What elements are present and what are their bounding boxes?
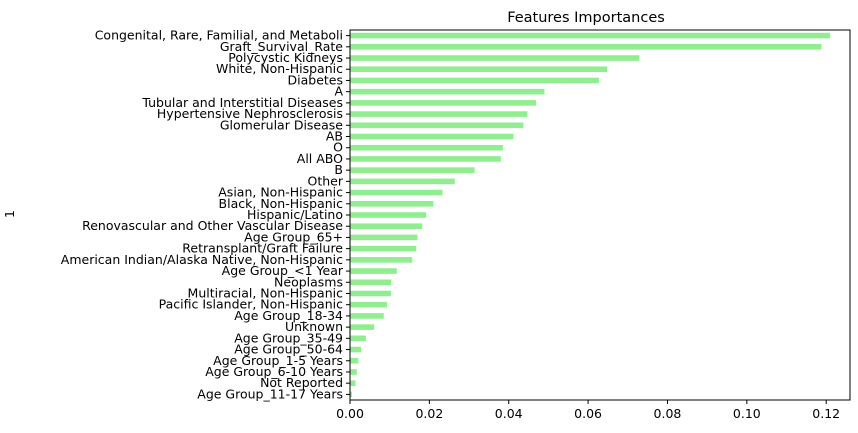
category-label: Multiracial, Non-Hispanic — [188, 285, 344, 300]
x-tick-label: 0.02 — [415, 406, 443, 421]
bar — [350, 357, 359, 364]
category-label: A — [334, 84, 343, 99]
bar — [350, 313, 384, 319]
category-label: All ABO — [297, 151, 343, 166]
plot-frame — [349, 29, 851, 401]
bar — [350, 268, 397, 274]
category-label: Graft_Survival_Rate — [220, 39, 343, 54]
category-label: Age Group_6-10 Years — [205, 364, 343, 379]
category-label: Not Reported — [260, 375, 343, 390]
bar — [350, 144, 503, 151]
bar — [350, 324, 375, 330]
bar — [350, 223, 423, 230]
bars-group — [350, 32, 831, 398]
bar — [350, 32, 831, 39]
bar — [350, 257, 413, 263]
category-label: Glomerular Disease — [220, 117, 343, 132]
x-tick-label: 0.04 — [495, 406, 523, 421]
bar — [350, 335, 366, 342]
category-label: Hispanic/Latino — [247, 207, 343, 222]
category-label: Renovascular and Other Vascular Disease — [82, 218, 343, 233]
category-labels: Congenital, Rare, Familial, and Metaboli… — [61, 28, 350, 401]
category-label: Asian, Non-Hispanic — [218, 185, 343, 200]
x-tick-label: 0.12 — [812, 406, 840, 421]
x-axis: 0.00 0.02 0.04 0.06 0.08 0.10 0.12 — [336, 400, 840, 421]
bar — [350, 380, 356, 386]
category-label: Age Group_18-34 — [234, 308, 343, 323]
category-label: Hypertensive Nephrosclerosis — [157, 106, 343, 121]
bar — [350, 200, 434, 207]
category-label: Diabetes — [288, 72, 344, 87]
category-label: Age Group_50-64 — [234, 342, 343, 357]
bar — [350, 391, 352, 398]
category-label: Tubular and Interstitial Diseases — [141, 95, 343, 110]
category-label: Unknown — [285, 319, 343, 334]
bar — [350, 212, 427, 218]
bar — [350, 66, 608, 73]
category-label: Age Group_1-5 Years — [213, 353, 343, 368]
bar — [350, 133, 514, 140]
x-tick-label: 0.08 — [654, 406, 682, 421]
bar — [350, 167, 475, 173]
x-tick-label: 0.06 — [574, 406, 602, 421]
x-tick-label: 0.10 — [733, 406, 761, 421]
category-label: O — [333, 140, 343, 155]
category-label: Other — [308, 173, 344, 188]
bar — [350, 290, 391, 297]
bar — [350, 301, 387, 308]
bar — [350, 279, 392, 286]
y-axis-label: 1 — [2, 210, 17, 218]
bar — [350, 346, 362, 353]
category-label: Age Group_<1 Year — [222, 263, 344, 278]
category-label: Congenital, Rare, Familial, and Metaboli — [95, 28, 343, 43]
bar — [350, 88, 545, 95]
bar — [350, 178, 455, 185]
category-label: American Indian/Alaska Native, Non-Hispa… — [61, 252, 343, 267]
bar — [350, 100, 537, 106]
category-label: Polycystic Kidneys — [228, 50, 343, 65]
bar — [350, 245, 417, 252]
bar — [350, 369, 357, 375]
category-label: Retransplant/Graft Failure — [182, 241, 343, 256]
category-label: Age Group_11-17 Years — [197, 386, 343, 401]
category-label: Age Group_35-49 — [234, 330, 343, 345]
category-label: Age Group_65+ — [244, 229, 343, 244]
bar — [350, 189, 443, 196]
chart-title: Features Importances — [507, 10, 665, 26]
bar — [350, 111, 528, 117]
bar — [350, 44, 822, 50]
bar — [350, 234, 418, 241]
bar — [350, 156, 501, 162]
category-label: AB — [326, 129, 343, 144]
x-tick-label: 0.00 — [336, 406, 364, 421]
category-label: White, Non-Hispanic — [216, 61, 343, 76]
category-label: Pacific Islander, Non-Hispanic — [159, 297, 343, 312]
bar — [350, 77, 599, 84]
category-label: B — [334, 162, 343, 177]
bar — [350, 55, 640, 61]
category-label: Black, Non-Hispanic — [219, 196, 344, 211]
bar — [350, 122, 524, 129]
category-label: Neoplasms — [274, 274, 343, 289]
